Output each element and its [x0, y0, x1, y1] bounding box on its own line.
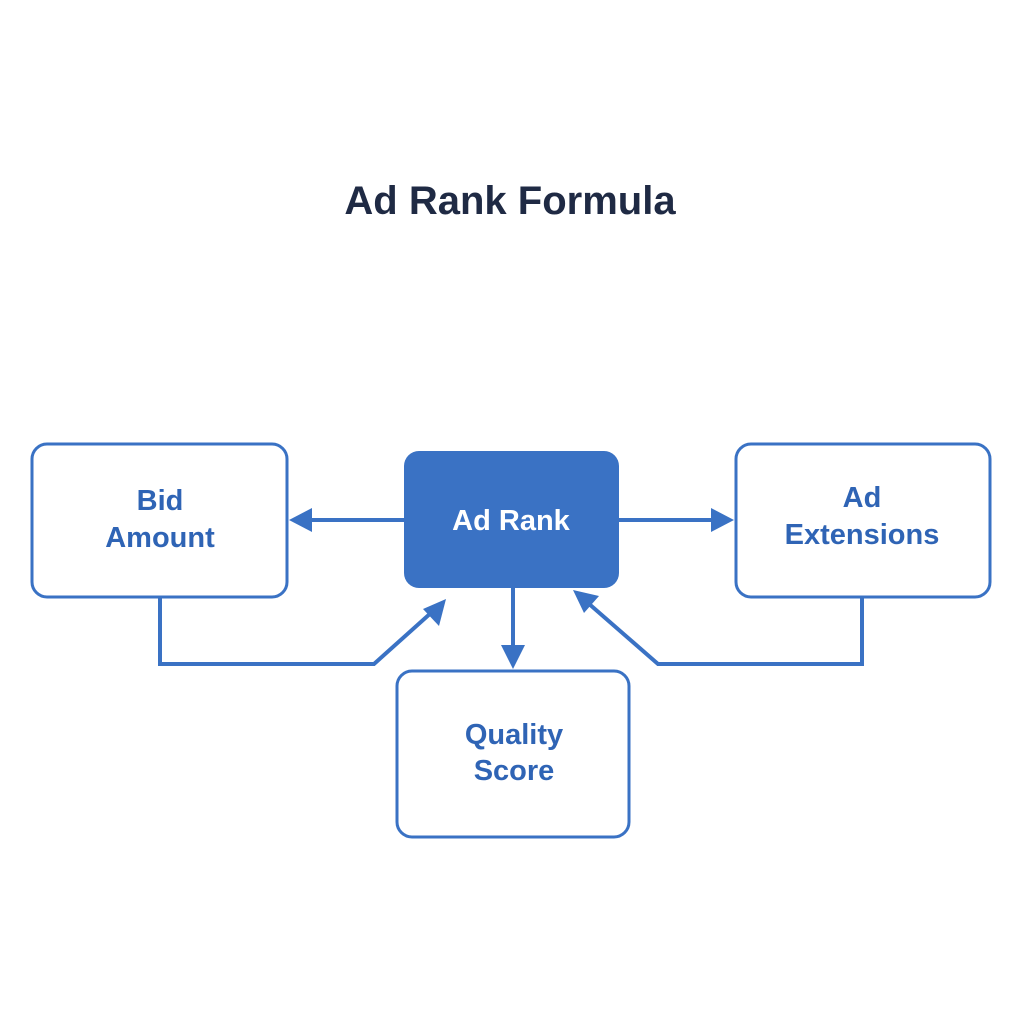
edge-ad-rank-to-ad-extensions — [619, 508, 734, 532]
node-label-line: Ad — [843, 482, 882, 514]
node-label-line: Extensions — [785, 519, 940, 551]
node-bid-amount: Bid Amount — [30, 442, 289, 599]
diagram-title: Ad Rank Formula — [344, 179, 676, 223]
arrowhead-icon — [573, 590, 599, 613]
node-ad-extensions: Ad Extensions — [734, 442, 992, 599]
arrowhead-icon — [501, 645, 525, 669]
node-label-line: Quality — [465, 719, 563, 751]
arrowhead-icon — [289, 508, 312, 532]
edge-ad-rank-to-bid-amount — [289, 508, 404, 532]
node-label-line: Score — [474, 755, 555, 787]
node-label-line: Bid — [137, 485, 184, 517]
arrowhead-icon — [423, 599, 446, 626]
edge-ad-rank-to-quality-score — [501, 588, 525, 669]
node-label: Ad Rank — [452, 505, 571, 537]
node-ad-rank: Ad Rank — [404, 451, 619, 588]
node-quality-score: Quality Score — [395, 669, 631, 839]
node-label-line: Amount — [105, 522, 215, 554]
edge-ad-extensions-to-ad-rank — [573, 590, 864, 666]
edge-bid-amount-to-ad-rank — [158, 597, 446, 666]
arrowhead-icon — [711, 508, 734, 532]
